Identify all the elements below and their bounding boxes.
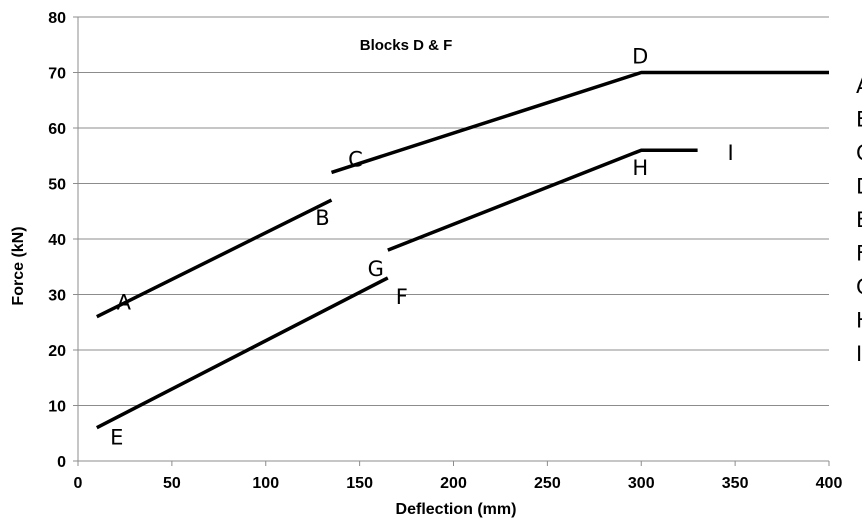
x-tick-label: 200 <box>440 475 467 492</box>
series-line-3 <box>95 276 389 430</box>
x-axis-title: Deflection (mm) <box>396 501 517 518</box>
y-tick-label: 60 <box>48 121 66 138</box>
axes <box>73 16 830 466</box>
x-tick-label: 350 <box>722 475 749 492</box>
side-letter-g: G <box>856 275 862 299</box>
x-tick-label: 250 <box>534 475 561 492</box>
y-tick-label: 30 <box>48 288 66 305</box>
point-label-c: C <box>348 147 363 171</box>
side-letter-c: C <box>856 141 862 165</box>
x-tick-label: 150 <box>346 475 373 492</box>
point-label-i: I <box>727 141 733 165</box>
point-label-h: H <box>632 156 648 180</box>
point-label-e: E <box>110 426 123 450</box>
x-tick-label: 50 <box>163 475 181 492</box>
side-letter-b: B <box>856 108 862 132</box>
chart-title: Blocks D & F <box>360 37 453 54</box>
y-axis-title: Force (kN) <box>10 226 27 305</box>
point-labels: A B C D E FG H I <box>110 45 734 450</box>
tick-labels: 0 10 20 30 40 50 60 70 80 0 50 100 150 200 250 300 350 40… <box>48 10 842 492</box>
point-label-b: B <box>315 206 329 230</box>
side-letter-i: I <box>856 342 862 366</box>
series-line-2 <box>330 70 829 175</box>
y-tick-label: 80 <box>48 10 66 27</box>
x-tick-label: 0 <box>74 475 83 492</box>
point-label-g: G <box>368 257 384 281</box>
side-letter-h: H <box>856 309 862 333</box>
side-letter-a: A <box>856 74 862 98</box>
y-tick-label: 50 <box>48 177 66 194</box>
point-label-a: A <box>117 291 132 315</box>
side-letter-e: E <box>856 208 862 232</box>
point-label-f: F <box>396 285 408 309</box>
y-tick-label: 70 <box>48 66 66 83</box>
gridlines <box>78 16 829 406</box>
side-letter-d: D <box>856 175 862 199</box>
y-tick-label: 10 <box>48 399 66 416</box>
x-tick-label: 400 <box>816 475 843 492</box>
side-letter-f: F <box>856 242 862 266</box>
x-tick-label: 100 <box>252 475 279 492</box>
y-tick-label: 20 <box>48 343 66 360</box>
series-lines <box>95 70 829 430</box>
y-tick-label: 40 <box>48 232 66 249</box>
x-tick-label: 300 <box>628 475 655 492</box>
point-label-d: D <box>632 45 648 69</box>
y-tick-label: 0 <box>57 454 66 471</box>
series-line-1 <box>96 198 333 319</box>
series-line-4 <box>387 148 698 252</box>
